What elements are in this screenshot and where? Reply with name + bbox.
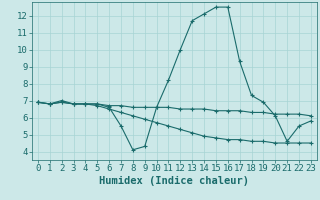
X-axis label: Humidex (Indice chaleur): Humidex (Indice chaleur) [100,176,249,186]
